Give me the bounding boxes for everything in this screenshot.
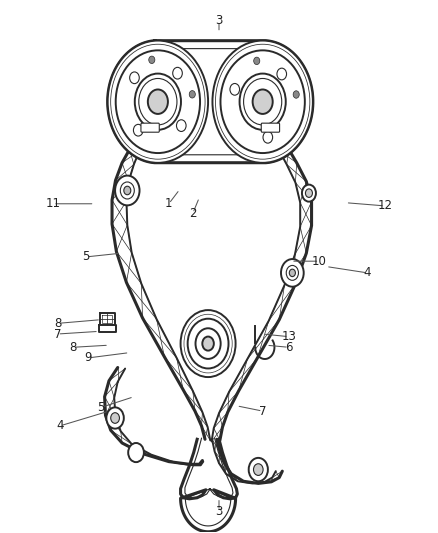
Circle shape — [195, 328, 221, 359]
Circle shape — [148, 90, 168, 114]
Circle shape — [220, 50, 305, 153]
Circle shape — [139, 78, 177, 125]
Text: 8: 8 — [54, 317, 61, 330]
Circle shape — [302, 184, 316, 201]
Circle shape — [254, 57, 260, 64]
Circle shape — [111, 44, 205, 159]
Circle shape — [253, 90, 273, 114]
Text: 5: 5 — [97, 401, 105, 414]
Text: 1: 1 — [165, 197, 173, 211]
Circle shape — [202, 336, 214, 351]
Circle shape — [286, 265, 298, 280]
Circle shape — [120, 182, 134, 199]
Circle shape — [263, 132, 272, 143]
Circle shape — [254, 464, 263, 475]
Circle shape — [124, 186, 131, 195]
Text: 10: 10 — [312, 255, 327, 268]
Text: 7: 7 — [259, 405, 266, 417]
Text: 7: 7 — [54, 327, 61, 341]
Circle shape — [111, 413, 120, 423]
Circle shape — [128, 443, 144, 462]
Circle shape — [108, 41, 208, 163]
Circle shape — [277, 68, 286, 80]
Circle shape — [230, 84, 240, 95]
Circle shape — [135, 74, 181, 130]
Circle shape — [189, 91, 195, 98]
Text: 8: 8 — [69, 341, 76, 354]
Circle shape — [115, 175, 140, 205]
Circle shape — [187, 319, 229, 368]
Text: 2: 2 — [189, 207, 197, 220]
Text: 12: 12 — [378, 199, 392, 212]
Circle shape — [305, 189, 312, 197]
Text: 3: 3 — [215, 14, 223, 27]
Text: 4: 4 — [56, 419, 64, 432]
Text: 13: 13 — [282, 330, 296, 343]
Circle shape — [106, 407, 124, 429]
Text: 6: 6 — [285, 341, 293, 354]
Text: 3: 3 — [215, 505, 223, 518]
Circle shape — [289, 269, 295, 277]
Circle shape — [215, 44, 310, 159]
Text: 4: 4 — [364, 266, 371, 279]
Circle shape — [249, 458, 268, 481]
FancyBboxPatch shape — [261, 123, 279, 132]
Circle shape — [184, 314, 232, 373]
Text: 9: 9 — [84, 351, 92, 365]
FancyBboxPatch shape — [141, 123, 159, 132]
Circle shape — [149, 56, 155, 63]
Polygon shape — [100, 313, 115, 325]
Circle shape — [130, 72, 139, 84]
Circle shape — [281, 259, 304, 287]
Circle shape — [134, 124, 143, 136]
Circle shape — [240, 74, 286, 130]
Circle shape — [116, 50, 200, 153]
Polygon shape — [99, 325, 117, 333]
Circle shape — [173, 67, 182, 79]
Circle shape — [212, 41, 313, 163]
Text: 5: 5 — [82, 251, 89, 263]
Circle shape — [244, 78, 282, 125]
Circle shape — [177, 120, 186, 132]
Text: 11: 11 — [46, 197, 60, 211]
Circle shape — [180, 310, 236, 377]
Circle shape — [293, 91, 299, 98]
